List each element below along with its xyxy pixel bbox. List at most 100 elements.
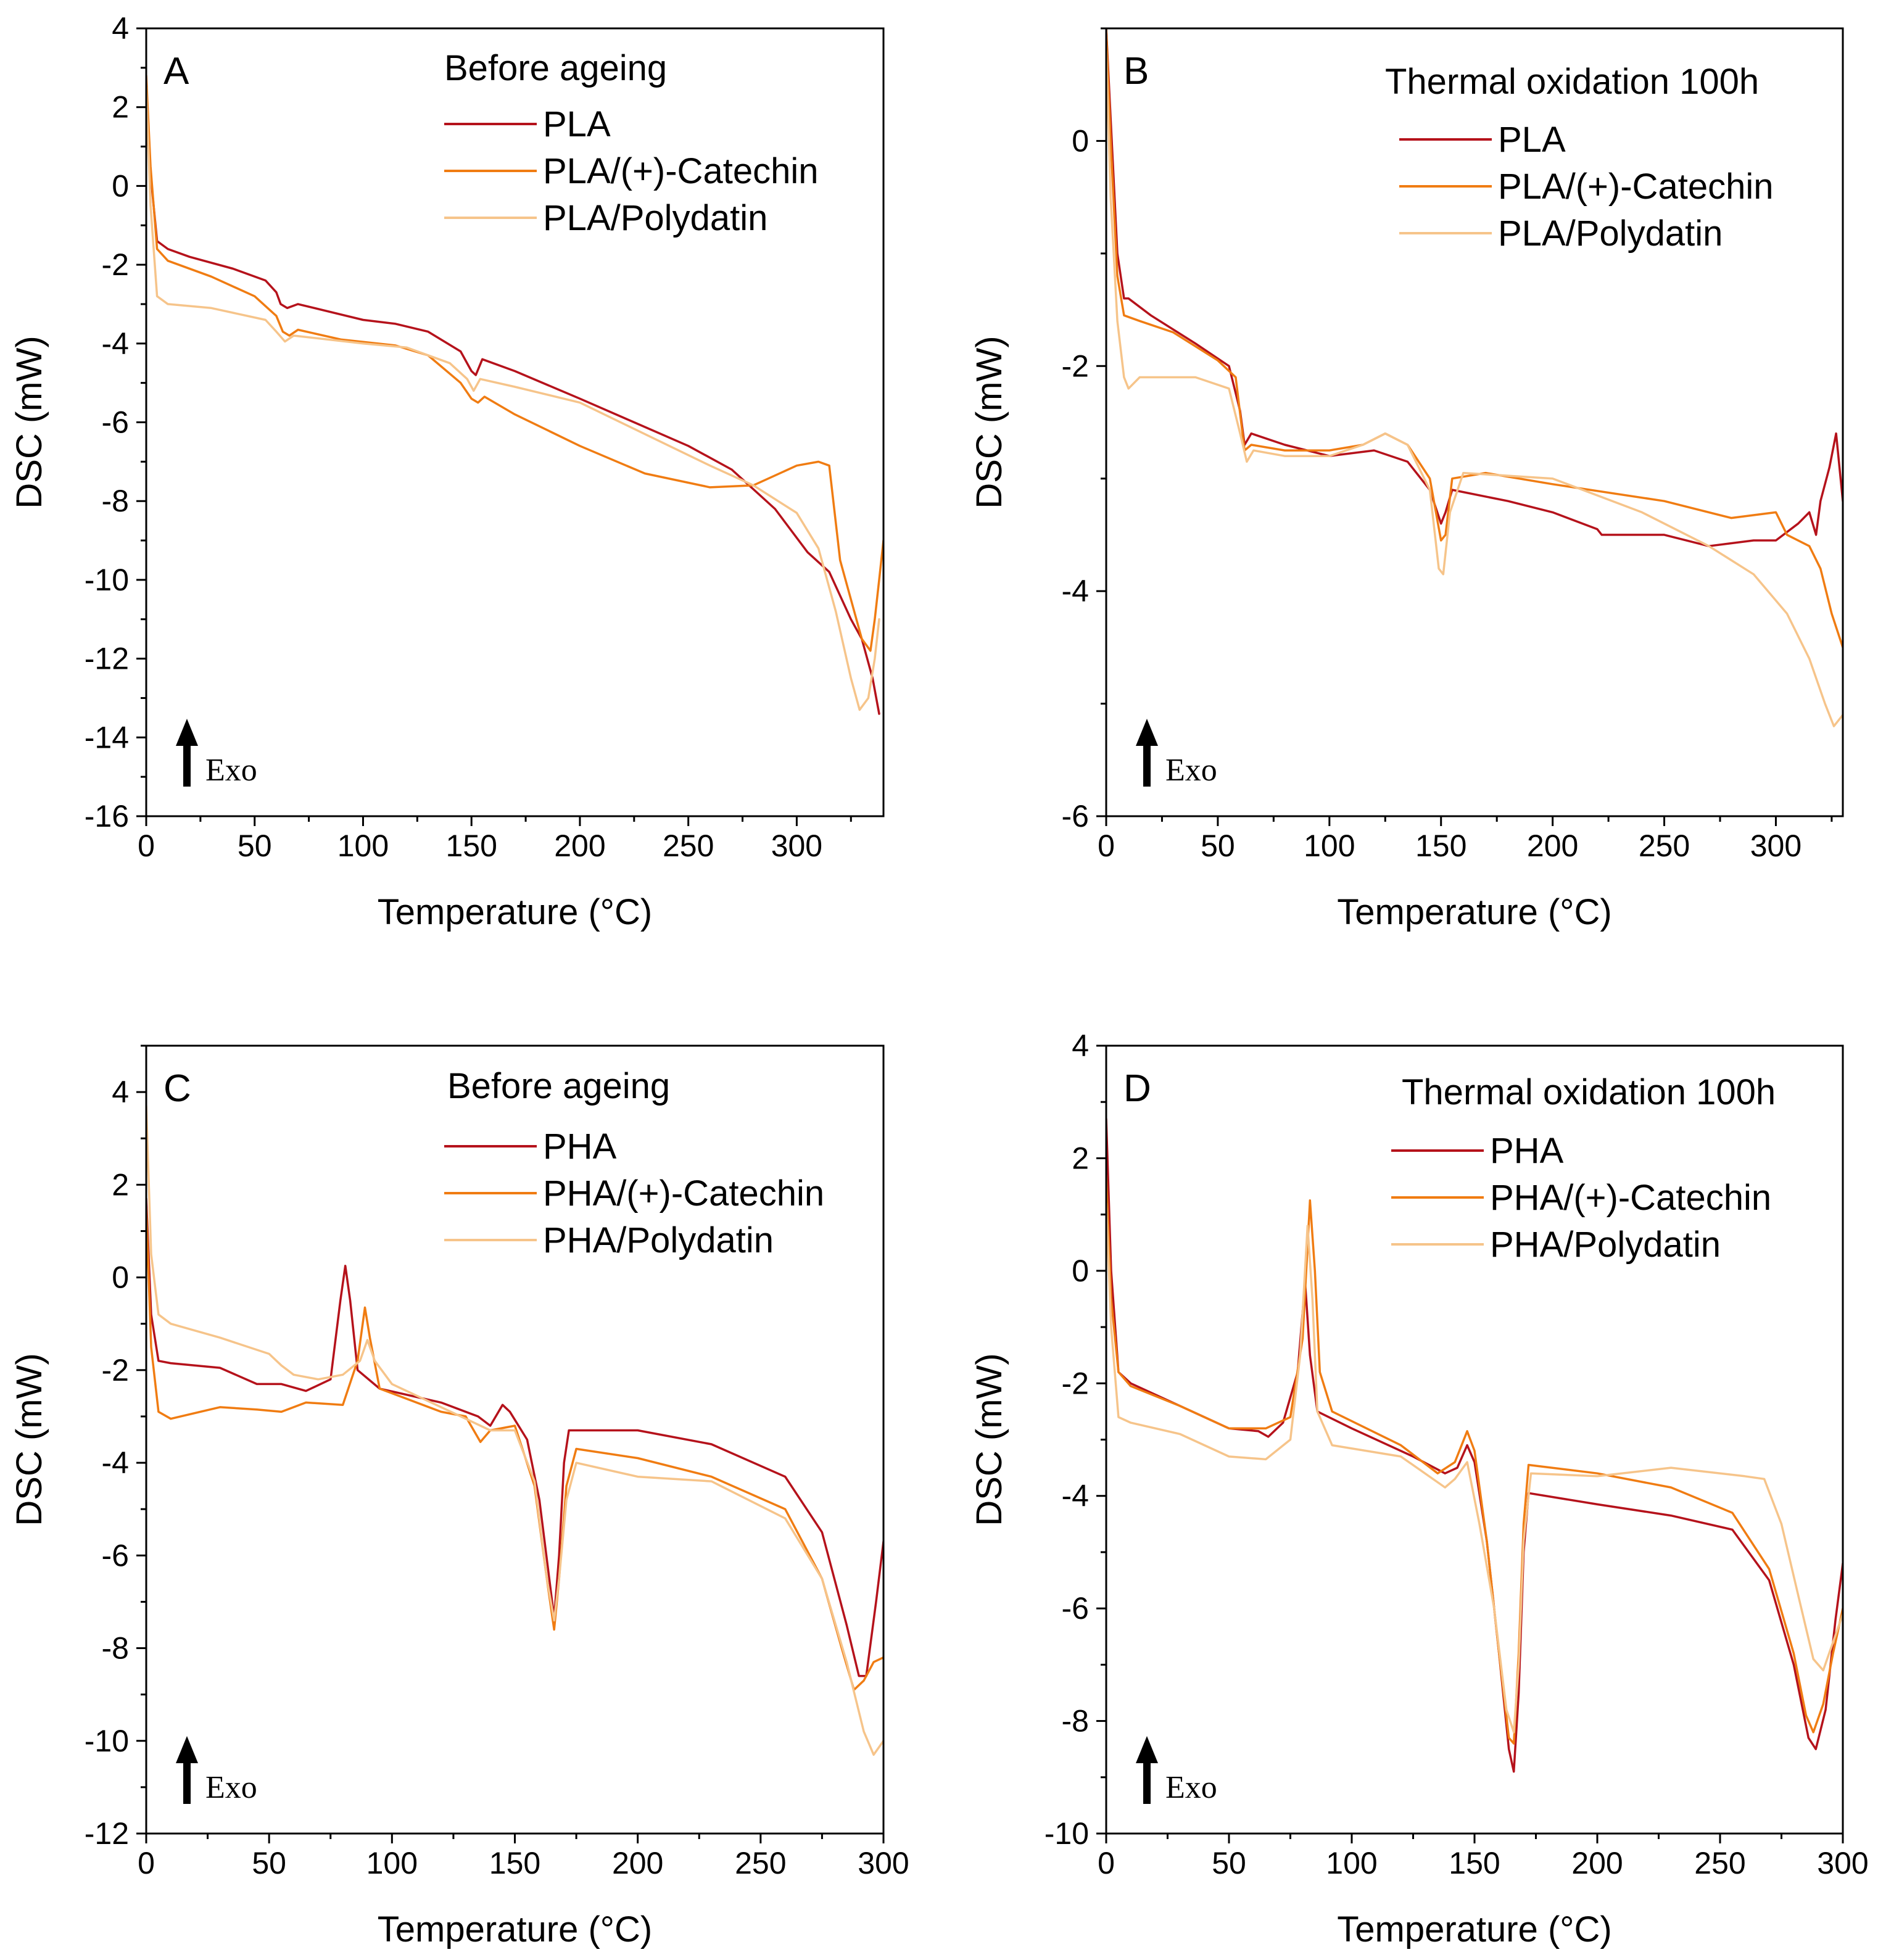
x-tick-label: 300 xyxy=(771,829,822,863)
series-line-d-3 xyxy=(1106,1202,1843,1734)
x-tick-label: 100 xyxy=(337,829,389,863)
legend-title: Before ageing xyxy=(444,48,667,88)
x-tick-label: 200 xyxy=(1571,1846,1623,1880)
x-tick-label: 100 xyxy=(1326,1846,1377,1880)
x-axis-title: Temperature (°C) xyxy=(1337,1909,1611,1950)
series-line-a-1 xyxy=(146,114,880,715)
up-arrow-icon-head xyxy=(1136,1736,1158,1763)
x-tick-label: 300 xyxy=(1817,1846,1868,1880)
series-line-b-1 xyxy=(1106,28,1843,547)
exo-label: Exo xyxy=(205,1770,257,1805)
y-tick-label: -8 xyxy=(102,1631,129,1666)
series-line-d-2 xyxy=(1106,1174,1843,1745)
x-tick-label: 100 xyxy=(1304,829,1355,863)
y-tick-label: 4 xyxy=(1072,1028,1089,1063)
series-line-b-3 xyxy=(1106,49,1843,727)
y-tick-label: 4 xyxy=(112,11,129,46)
series-line-a-3 xyxy=(146,86,880,711)
y-tick-label: -8 xyxy=(102,484,129,518)
y-tick-label: -6 xyxy=(1062,799,1089,833)
legend-label: PLA xyxy=(543,104,611,144)
y-tick-label: 4 xyxy=(112,1075,129,1109)
legend-label: PHA xyxy=(543,1127,617,1167)
y-tick-label: -4 xyxy=(102,1445,129,1480)
y-axis-title: DSC (mW) xyxy=(969,1353,1009,1526)
legend-label: PHA/(+)-Catechin xyxy=(543,1173,824,1214)
x-tick-label: 150 xyxy=(1449,1846,1500,1880)
y-tick-label: 0 xyxy=(1072,123,1089,158)
y-tick-label: 2 xyxy=(112,1167,129,1202)
up-arrow-icon-head xyxy=(176,1736,198,1763)
y-tick-label: -14 xyxy=(85,720,129,755)
legend-label: PHA xyxy=(1490,1131,1564,1171)
plot-frame xyxy=(145,27,885,817)
exo-label: Exo xyxy=(205,753,257,788)
y-tick-label: -16 xyxy=(85,799,129,833)
x-tick-label: 100 xyxy=(366,1846,418,1880)
legend-label: PLA/(+)-Catechin xyxy=(1498,167,1773,207)
y-tick-label: -6 xyxy=(102,1538,129,1573)
x-axis-title: Temperature (°C) xyxy=(378,1909,652,1950)
legend-label: PLA/Polydatin xyxy=(1498,213,1723,254)
plot-frame xyxy=(145,1044,885,1835)
y-tick-label: -10 xyxy=(1044,1816,1089,1851)
series-line-a-2 xyxy=(146,74,883,652)
legend-label: PHA/(+)-Catechin xyxy=(1490,1178,1771,1218)
y-tick-label: 0 xyxy=(1072,1254,1089,1288)
panel-d: 0 50 100 150 200 250 300 4 2 0 -2 -4 -6 -8 -10 Temperat… xyxy=(969,1028,1869,1950)
up-arrow-icon-head xyxy=(176,719,198,746)
y-tick-label: -2 xyxy=(102,247,129,282)
panel-letter: B xyxy=(1123,50,1149,93)
y-tick-label: 2 xyxy=(112,90,129,125)
y-axis-title: DSC (mW) xyxy=(969,336,1009,508)
x-tick-label: 250 xyxy=(1639,829,1690,863)
legend-title: Thermal oxidation 100h xyxy=(1385,62,1759,102)
y-tick-label: -8 xyxy=(1062,1704,1089,1739)
x-tick-label: 0 xyxy=(138,1846,155,1880)
y-tick-label: -2 xyxy=(1062,349,1089,383)
legend-label: PHA/Polydatin xyxy=(543,1220,774,1260)
series-line-b-2 xyxy=(1106,28,1843,649)
y-tick-label: 2 xyxy=(1072,1141,1089,1175)
y-tick-label: -6 xyxy=(1062,1591,1089,1626)
x-tick-label: 200 xyxy=(1527,829,1578,863)
panel-letter: C xyxy=(163,1067,191,1110)
panel-c: 0 50 100 150 200 250 300 4 2 0 -2 -4 -6 -8 -10 -12 Tempe… xyxy=(9,1044,909,1950)
legend-title: Thermal oxidation 100h xyxy=(1402,1072,1776,1112)
x-tick-label: 0 xyxy=(1098,1846,1115,1880)
panel-b: 0 50 100 150 200 250 300 0 -2 -4 -6 Temperature (°C… xyxy=(969,27,1844,932)
y-tick-label: -2 xyxy=(102,1353,129,1387)
series-line-d-1 xyxy=(1106,1117,1843,1773)
x-tick-label: 300 xyxy=(1750,829,1801,863)
plot-frame xyxy=(1105,1044,1844,1835)
x-tick-label: 250 xyxy=(735,1846,786,1880)
y-axis-title: DSC (mW) xyxy=(9,1353,49,1526)
x-tick-label: 250 xyxy=(663,829,714,863)
up-arrow-icon-head xyxy=(1136,719,1158,746)
y-tick-label: -10 xyxy=(85,1724,129,1758)
x-tick-label: 50 xyxy=(1212,1846,1246,1880)
x-tick-label: 150 xyxy=(1415,829,1466,863)
panel-letter: D xyxy=(1123,1067,1151,1110)
legend-title: Before ageing xyxy=(447,1066,670,1106)
panel-letter: A xyxy=(163,50,189,93)
x-tick-label: 50 xyxy=(252,1846,286,1880)
x-tick-label: 150 xyxy=(445,829,497,863)
series-line-c-2 xyxy=(146,1207,883,1691)
series-line-c-1 xyxy=(146,1197,883,1677)
x-tick-label: 250 xyxy=(1694,1846,1745,1880)
x-axis-title: Temperature (°C) xyxy=(378,892,652,932)
y-tick-label: -4 xyxy=(102,326,129,361)
y-tick-label: 0 xyxy=(112,1260,129,1295)
plot-frame xyxy=(1105,27,1844,817)
exo-label: Exo xyxy=(1165,753,1217,788)
y-tick-label: 0 xyxy=(112,168,129,203)
x-tick-label: 0 xyxy=(138,829,155,863)
x-tick-label: 50 xyxy=(1201,829,1235,863)
x-axis-title: Temperature (°C) xyxy=(1337,892,1611,932)
legend-label: PLA xyxy=(1498,120,1566,160)
y-tick-label: -6 xyxy=(102,405,129,440)
y-tick-label: -4 xyxy=(1062,1479,1089,1513)
x-tick-label: 0 xyxy=(1098,829,1115,863)
